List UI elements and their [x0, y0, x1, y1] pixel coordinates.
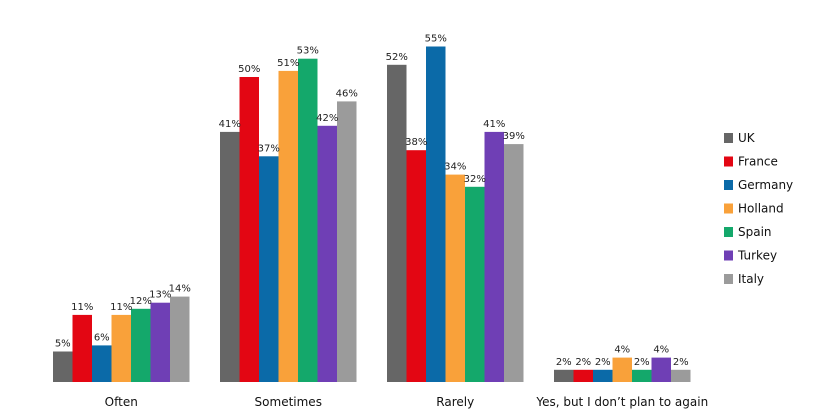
category-label: Often: [105, 395, 138, 409]
value-label: 2%: [595, 357, 611, 368]
bar-spain-1: [298, 58, 318, 382]
bar-italy-0: [170, 296, 190, 382]
value-labels-layer: 5%11%6%11%12%13%14%41%50%37%51%53%42%46%…: [55, 34, 689, 368]
value-label: 14%: [169, 284, 191, 295]
category-label: Rarely: [436, 395, 474, 409]
value-label: 2%: [556, 357, 572, 368]
bar-holland-0: [111, 314, 131, 382]
value-label: 32%: [464, 174, 486, 185]
bar-uk-0: [53, 351, 73, 382]
bar-italy-1: [337, 101, 357, 383]
value-label: 51%: [277, 58, 299, 69]
value-label: 38%: [405, 137, 427, 148]
legend-label-turkey: Turkey: [737, 249, 777, 263]
value-label: 4%: [614, 345, 630, 356]
legend-swatch-germany: [724, 180, 733, 190]
value-label: 41%: [219, 119, 241, 130]
bar-germany-2: [426, 46, 446, 382]
value-label: 2%: [634, 357, 650, 368]
bar-spain-2: [465, 186, 485, 382]
value-label: 37%: [258, 143, 280, 154]
bar-holland-2: [445, 174, 465, 382]
legend-label-italy: Italy: [738, 272, 764, 286]
value-label: 41%: [483, 119, 505, 130]
category-label: Sometimes: [255, 395, 322, 409]
legend-swatch-holland: [724, 203, 733, 214]
legend-swatch-spain: [724, 227, 733, 237]
legend-label-france: France: [738, 155, 778, 169]
value-label: 46%: [336, 88, 358, 99]
bar-turkey-2: [484, 131, 504, 382]
bar-holland-1: [278, 70, 298, 383]
category-label: Yes, but I don’t plan to again: [535, 395, 708, 409]
legend-swatch-france: [724, 156, 733, 167]
bar-uk-1: [220, 131, 240, 382]
value-label: 53%: [297, 46, 319, 57]
value-label: 39%: [503, 131, 525, 142]
legend-label-germany: Germany: [738, 178, 793, 192]
value-label: 4%: [653, 345, 669, 356]
legend-swatch-uk: [724, 133, 733, 143]
bar-spain-3: [632, 369, 652, 382]
bar-france-1: [239, 77, 259, 382]
value-label: 5%: [55, 339, 71, 350]
value-label: 34%: [444, 162, 466, 173]
bar-uk-3: [554, 369, 574, 382]
bar-france-0: [72, 314, 92, 382]
category-labels-layer: Often Sometimes Rarely Yes, but I don’t pla…: [105, 395, 709, 409]
value-label: 11%: [71, 302, 93, 313]
bar-turkey-3: [651, 357, 671, 382]
bar-germany-0: [92, 345, 112, 382]
value-label: 55%: [425, 34, 447, 45]
legend-label-spain: Spain: [738, 225, 772, 239]
bar-spain-0: [131, 308, 151, 382]
legend-swatch-italy: [724, 274, 733, 284]
bar-italy-3: [671, 369, 691, 382]
bar-uk-2: [387, 64, 407, 383]
bar-turkey-1: [317, 125, 337, 383]
bar-italy-2: [504, 144, 524, 382]
value-label: 11%: [110, 302, 132, 313]
legend: UK France Germany Holland Spain Turkey Italy: [724, 131, 793, 286]
value-label: 50%: [238, 64, 260, 75]
bar-germany-1: [259, 156, 279, 382]
value-label: 2%: [673, 357, 689, 368]
bars-layer: [53, 46, 691, 383]
bar-turkey-0: [150, 302, 170, 382]
value-label: 6%: [94, 332, 110, 343]
bar-france-3: [573, 369, 593, 382]
value-label: 2%: [575, 357, 591, 368]
value-label: 13%: [149, 290, 171, 301]
value-label: 42%: [316, 113, 338, 124]
legend-swatch-turkey: [724, 250, 733, 261]
bar-germany-3: [593, 369, 613, 382]
bar-france-2: [406, 150, 426, 382]
bar-holland-3: [612, 357, 632, 382]
value-label: 12%: [130, 296, 152, 307]
legend-label-uk: UK: [738, 131, 756, 145]
value-label: 52%: [386, 52, 408, 63]
legend-label-holland: Holland: [738, 202, 784, 216]
